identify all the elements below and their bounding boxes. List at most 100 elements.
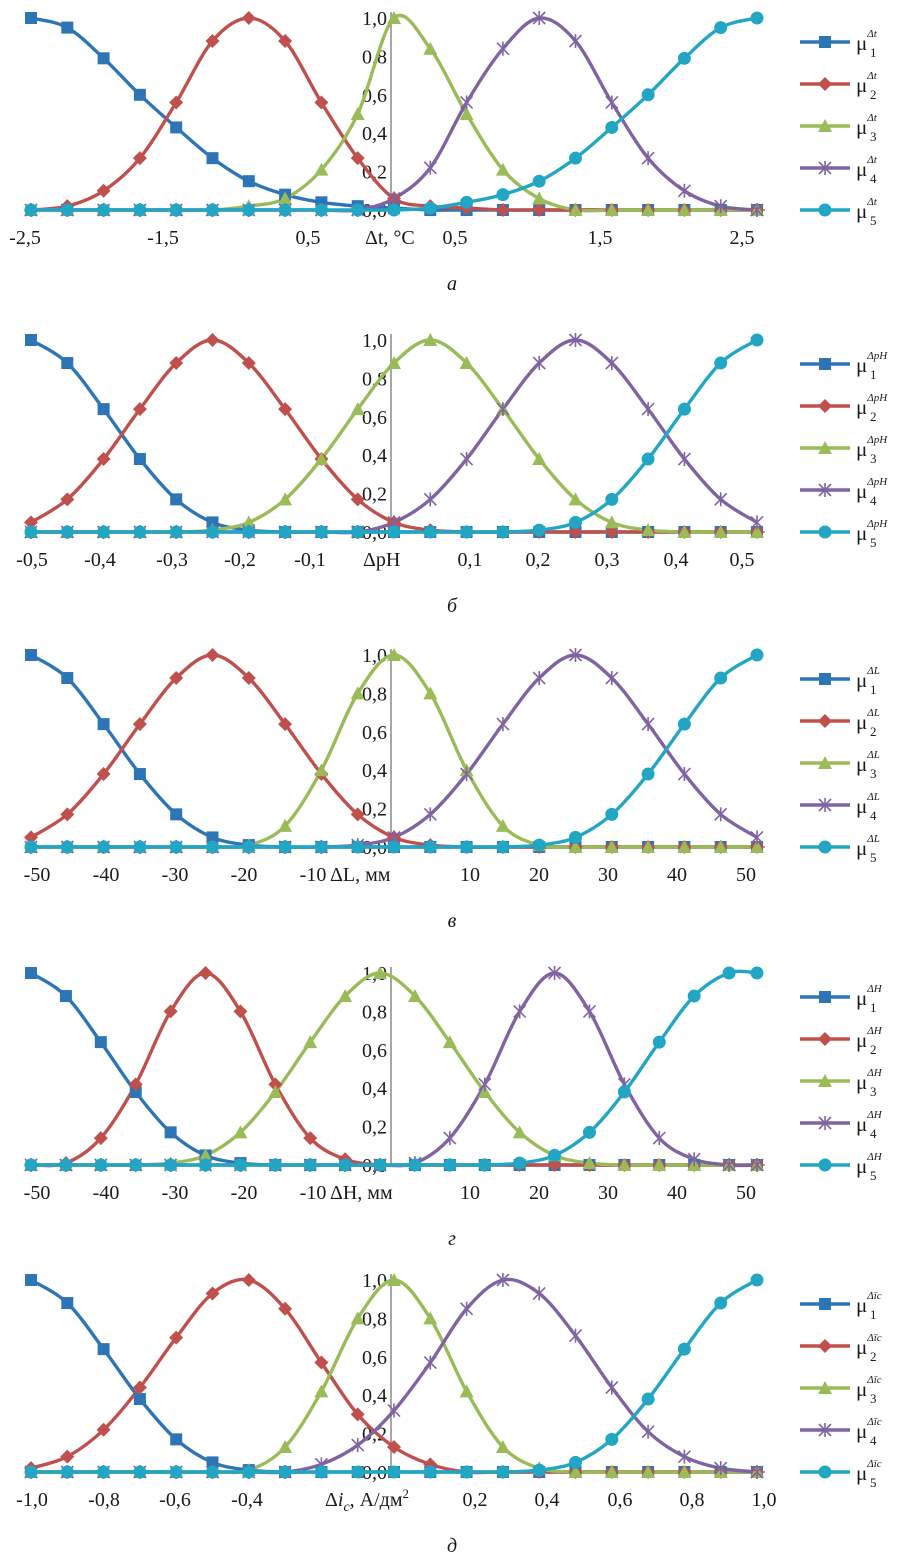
data-point <box>97 1343 110 1356</box>
data-point <box>278 1301 293 1316</box>
data-point <box>750 11 764 25</box>
data-point <box>60 203 74 217</box>
data-point <box>495 162 510 176</box>
data-point <box>641 1424 655 1439</box>
data-point <box>350 402 365 416</box>
data-point <box>568 34 583 49</box>
data-point <box>278 1465 292 1479</box>
data-point <box>532 671 546 686</box>
data-point <box>641 203 656 216</box>
data-point <box>206 525 219 539</box>
series-markers-1 <box>25 967 763 1171</box>
data-point <box>459 356 474 370</box>
legend-item: μΔpH 5 <box>800 518 888 550</box>
data-point <box>722 966 736 980</box>
data-point <box>569 151 582 165</box>
data-point <box>24 525 38 539</box>
data-point <box>351 1465 365 1479</box>
y-tick-label: 0,8 <box>362 1308 387 1330</box>
data-point <box>133 88 146 101</box>
series-line-3 <box>30 13 757 213</box>
data-point <box>24 515 38 530</box>
data-point <box>351 203 365 217</box>
data-point <box>241 671 256 686</box>
legend-marker <box>818 1423 832 1437</box>
data-point <box>373 1158 387 1172</box>
data-point <box>605 807 619 821</box>
data-point <box>750 203 764 217</box>
data-point <box>568 525 583 539</box>
data-point <box>133 840 147 854</box>
data-point <box>61 357 74 370</box>
data-point <box>169 1330 184 1345</box>
data-point <box>351 1438 365 1453</box>
data-point <box>750 648 764 662</box>
data-point <box>495 203 510 217</box>
data-point <box>714 199 728 214</box>
series-markers-2 <box>24 966 764 1172</box>
y-tick-label: 0,4 <box>362 445 387 467</box>
data-point <box>423 1311 438 1325</box>
data-point <box>97 525 111 539</box>
data-point <box>605 1380 619 1395</box>
data-point <box>459 1384 474 1398</box>
data-point <box>605 1432 619 1446</box>
legend-label: μΔL 4 <box>856 791 880 823</box>
series-line-4 <box>30 16 758 213</box>
data-point <box>97 203 111 217</box>
data-point <box>677 767 691 782</box>
data-point <box>495 818 510 832</box>
legend-marker <box>819 358 831 370</box>
data-point <box>677 51 691 65</box>
data-point <box>604 515 619 529</box>
data-point <box>205 34 220 49</box>
series-line-2 <box>30 16 757 212</box>
data-point <box>97 840 111 854</box>
data-point <box>351 525 365 539</box>
data-point <box>513 1156 527 1170</box>
data-point <box>532 356 546 371</box>
legend-marker <box>818 483 832 497</box>
data-point <box>407 989 422 1003</box>
data-point <box>278 717 293 732</box>
chart-panel-1: 0,0 0,2 0,4 0,6 0,8 1,0 -2,5 -1,5 0,5 0,5 1,5 2,5 Δt… <box>0 0 904 306</box>
data-point <box>750 1158 764 1172</box>
data-point <box>423 1457 438 1472</box>
data-point <box>460 525 474 539</box>
legend-item: μΔH 4 <box>800 1109 883 1141</box>
legend-label: μΔH 5 <box>856 1151 883 1183</box>
data-point <box>350 1311 365 1325</box>
data-point <box>97 52 110 65</box>
data-point <box>387 203 401 217</box>
data-point <box>242 203 256 217</box>
data-point <box>496 717 510 732</box>
series-group <box>24 11 764 217</box>
x-tick-label: 10 <box>460 1182 480 1204</box>
x-tick-label: 10 <box>460 864 480 886</box>
legend-label: μΔt 2 <box>856 70 878 102</box>
chart-svg: 0,00,20,40,60,81,0-0,5 -0,4 -0,3 -0,2 -0,1 0,… <box>16 330 888 617</box>
data-point <box>278 525 292 539</box>
x-tick-label: 50 <box>736 1182 756 1204</box>
series-markers-3 <box>24 11 764 216</box>
data-point <box>423 1355 437 1370</box>
data-point <box>496 402 510 417</box>
data-point <box>568 203 583 216</box>
legend-item: μΔH 1 <box>800 983 883 1015</box>
data-point <box>677 525 692 538</box>
data-point <box>568 1465 583 1478</box>
data-point <box>169 525 183 539</box>
data-point <box>59 1158 73 1172</box>
y-tick-label: 1,0 <box>362 1270 387 1292</box>
data-point <box>460 1301 474 1316</box>
legend-item: μΔL 3 <box>800 749 880 781</box>
x-tick-label: 20 <box>529 864 549 886</box>
legend-label: μΔīc 3 <box>856 1374 882 1406</box>
data-point <box>496 1273 510 1287</box>
chart-panel-5: 0,0 0,2 0,4 0,6 0,8 1,0 -1,0 -0,8 -0,6 -0,4 0,2 0,4… <box>0 1262 904 1568</box>
legend-label: μΔīc 5 <box>856 1458 882 1490</box>
series-line-3 <box>30 971 757 1167</box>
data-point <box>582 1004 597 1019</box>
data-point <box>133 1465 147 1479</box>
